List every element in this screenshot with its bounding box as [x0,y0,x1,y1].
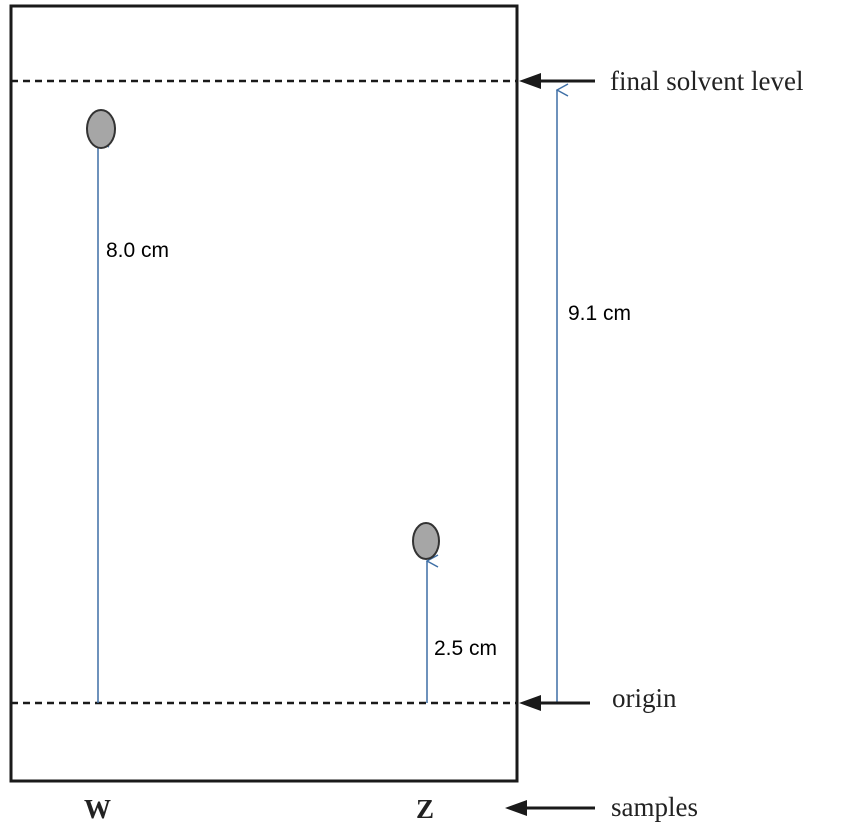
final-solvent-level-label: final solvent level [610,66,803,96]
solvent-front-pointer-arrow [519,73,595,89]
samples-label: samples [611,792,698,822]
sample-z-distance-label: 2.5 cm [434,637,497,660]
sample-z-spot [412,522,440,560]
sample-w-label: W [84,794,111,824]
sample-w-spot [86,109,116,149]
samples-pointer-arrow [505,800,595,816]
origin-pointer-arrow [519,695,590,711]
solvent-front-distance-label: 9.1 cm [568,302,631,325]
sample-w-distance-label: 8.0 cm [106,239,169,262]
sample-z-label: Z [416,794,434,824]
origin-label: origin [612,683,677,713]
